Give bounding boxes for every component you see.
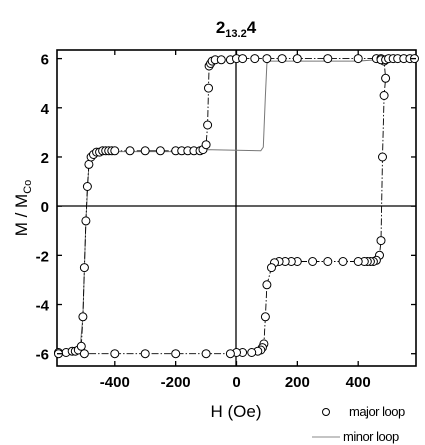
data-point bbox=[381, 73, 391, 83]
data-point bbox=[260, 312, 270, 322]
data-point bbox=[155, 146, 165, 156]
data-point bbox=[171, 349, 181, 359]
data-point bbox=[262, 54, 272, 64]
data-point bbox=[225, 349, 235, 359]
data-point bbox=[79, 263, 89, 273]
data-point bbox=[140, 146, 150, 156]
data-point bbox=[78, 312, 88, 322]
legend-marker-major bbox=[322, 408, 330, 416]
data-point bbox=[84, 159, 94, 169]
data-point bbox=[378, 152, 387, 162]
data-point bbox=[216, 55, 226, 65]
data-point bbox=[76, 341, 86, 351]
legend-label-minor: minor loop bbox=[343, 429, 399, 444]
data-point bbox=[110, 146, 120, 156]
data-point bbox=[379, 91, 389, 100]
data-point bbox=[238, 54, 248, 64]
y-tick-label: -2 bbox=[36, 248, 49, 265]
y-tick-label: 4 bbox=[41, 101, 50, 118]
y-tick-label: -6 bbox=[36, 347, 49, 364]
legend-label-major: major loop bbox=[349, 404, 405, 419]
tick-layer: -400 -200 0 200 400 6 4 2 0 -2 -4 -6 bbox=[36, 50, 416, 391]
x-tick-label: 400 bbox=[346, 374, 371, 391]
data-point bbox=[125, 146, 135, 156]
x-tick-label: -200 bbox=[161, 374, 191, 391]
data-point bbox=[338, 257, 348, 266]
x-axis-label: H (Oe) bbox=[211, 402, 262, 421]
data-point bbox=[110, 349, 120, 359]
data-point bbox=[323, 257, 333, 266]
x-tick-label: 0 bbox=[232, 374, 240, 391]
y-axis-label: M / MCo bbox=[12, 180, 34, 237]
data-point bbox=[204, 83, 213, 93]
data-point bbox=[262, 280, 272, 290]
data-point bbox=[79, 349, 89, 359]
data-point bbox=[308, 257, 318, 266]
data-point bbox=[82, 182, 92, 191]
series-layer bbox=[54, 54, 419, 359]
data-point bbox=[353, 54, 363, 64]
data-point bbox=[250, 54, 260, 64]
data-point bbox=[323, 54, 333, 64]
y-tick-label: 6 bbox=[41, 52, 49, 69]
data-point bbox=[201, 349, 211, 359]
data-point bbox=[140, 349, 150, 359]
chart-title: 213.24 bbox=[216, 18, 257, 40]
data-point bbox=[292, 54, 302, 64]
y-tick-label: 0 bbox=[41, 199, 49, 216]
data-point bbox=[201, 140, 211, 150]
data-point bbox=[267, 263, 276, 273]
x-tick-label: -400 bbox=[100, 374, 130, 391]
y-tick-label: 2 bbox=[41, 150, 49, 167]
x-tick-label: 200 bbox=[285, 374, 310, 391]
data-point bbox=[277, 54, 287, 64]
legend: major loop minor loop bbox=[312, 404, 405, 444]
y-tick-label: -4 bbox=[36, 298, 50, 315]
data-point bbox=[247, 348, 257, 357]
data-point bbox=[376, 236, 386, 246]
data-point bbox=[353, 257, 363, 266]
data-point bbox=[81, 216, 91, 226]
data-point bbox=[203, 120, 213, 130]
